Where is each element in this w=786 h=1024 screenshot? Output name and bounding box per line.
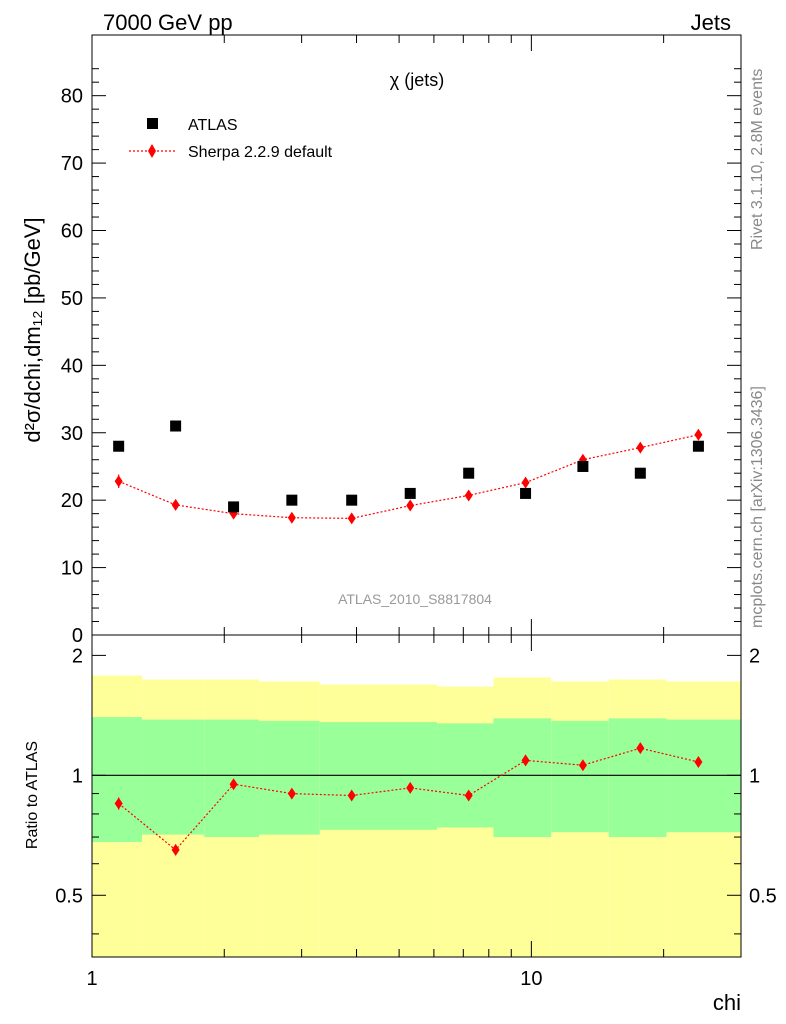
y-tick-label: 50 [61, 288, 83, 310]
ratio-point [114, 797, 123, 810]
mc-point [464, 489, 473, 502]
mc-point [406, 499, 415, 512]
ratio-y-tick-label: 0.5 [55, 885, 83, 907]
y-tick-label: 60 [61, 221, 83, 243]
watermark: ATLAS_2010_S8817804 [338, 591, 492, 607]
legend-atlas-label: ATLAS [188, 117, 238, 134]
ratio-band-inner [259, 720, 320, 835]
header-right: Jets [691, 10, 731, 35]
mc-point [114, 475, 123, 488]
data-point [113, 440, 125, 452]
main-panel: 0 10 20 30 40 50 60 70 80 χ (jets) ATLAS_2010_S8… [20, 34, 742, 647]
ratio-point [521, 754, 530, 767]
ratio-panel: 0.5 0.5 1 1 2 2 1 10 Ratio to ATLAS chi [24, 634, 777, 1015]
data-point [228, 501, 240, 513]
mc-point [636, 441, 645, 454]
ratio-band-inner [204, 719, 260, 838]
ratio-point [578, 759, 587, 772]
ratio-frame [91, 634, 742, 958]
ratio-point [171, 843, 180, 856]
ratio-y-ticks: 0.5 0.5 1 1 2 2 [55, 645, 777, 935]
data-point [692, 440, 704, 452]
y-tick-label: 20 [61, 490, 83, 512]
ratio-y-tick-label: 1 [749, 765, 760, 787]
ratio-band-inner [493, 718, 552, 838]
legend-sherpa-marker [148, 144, 156, 158]
mc-point [521, 476, 530, 489]
ratio-point [406, 781, 415, 794]
main-title: χ (jets) [390, 70, 444, 90]
ratio-y-tick-label: 2 [72, 645, 83, 667]
main-marks [113, 420, 704, 525]
mc-line [118, 434, 699, 520]
ratio-y-tick-label: 1 [72, 765, 83, 787]
x-tick-label: 10 [520, 968, 542, 990]
ratio-band-inner [319, 722, 380, 830]
x-tick-label: 1 [86, 968, 97, 990]
y-tick-label: 70 [61, 153, 83, 175]
data-point [286, 494, 298, 506]
ratio-band-inner [92, 717, 143, 843]
main-y-ticks: 0 10 20 30 40 50 60 70 80 [61, 68, 741, 647]
data-point [520, 487, 532, 499]
data-point [463, 467, 475, 479]
header-left: 7000 GeV pp [103, 10, 233, 35]
ratio-point [694, 756, 703, 769]
data-point [634, 467, 646, 479]
y-tick-label: 0 [72, 625, 83, 647]
data-point [577, 460, 589, 472]
ratio-point [229, 778, 238, 791]
legend-sherpa-label: Sherpa 2.2.9 default [188, 144, 333, 161]
data-point [170, 420, 182, 432]
ratio-band-inner [608, 718, 667, 838]
ratio-y-tick-label: 0.5 [749, 885, 777, 907]
ratio-band-inner [142, 719, 205, 835]
ratio-point [287, 787, 296, 800]
ratio-band-inner [551, 720, 609, 833]
ratio-y-tick-label: 2 [749, 645, 760, 667]
legend: ATLAS Sherpa 2.2.9 default [129, 117, 333, 161]
mc-point [171, 498, 180, 511]
ratio-point [636, 742, 645, 755]
y-tick-label: 80 [61, 86, 83, 108]
ratio-band-inner [379, 722, 438, 830]
main-x-ticks [91, 35, 742, 635]
x-axis-label: chi [713, 990, 741, 1015]
y-tick-label: 30 [61, 423, 83, 445]
y-tick-label: 10 [61, 558, 83, 580]
mcplots-label: mcplots.cern.ch [arXiv:1306.3436] [749, 386, 766, 628]
data-point [346, 494, 358, 506]
ratio-bands [92, 675, 741, 957]
ratio-point [464, 789, 473, 802]
mc-point [347, 512, 356, 525]
data-point [404, 487, 416, 499]
ratio-point [347, 789, 356, 802]
ratio-marks [114, 742, 703, 856]
ratio-y-label: Ratio to ATLAS [24, 741, 41, 849]
mc-point [694, 428, 703, 441]
ratio-x-ticks: 1 10 [86, 635, 742, 990]
mc-point [287, 511, 296, 524]
rivet-label: Rivet 3.1.10, 2.8M events [749, 69, 766, 250]
main-y-label: d²σ/dchi,dm₁₂ [pb/GeV] [20, 217, 45, 442]
legend-atlas-marker [147, 118, 158, 129]
y-tick-label: 40 [61, 355, 83, 377]
